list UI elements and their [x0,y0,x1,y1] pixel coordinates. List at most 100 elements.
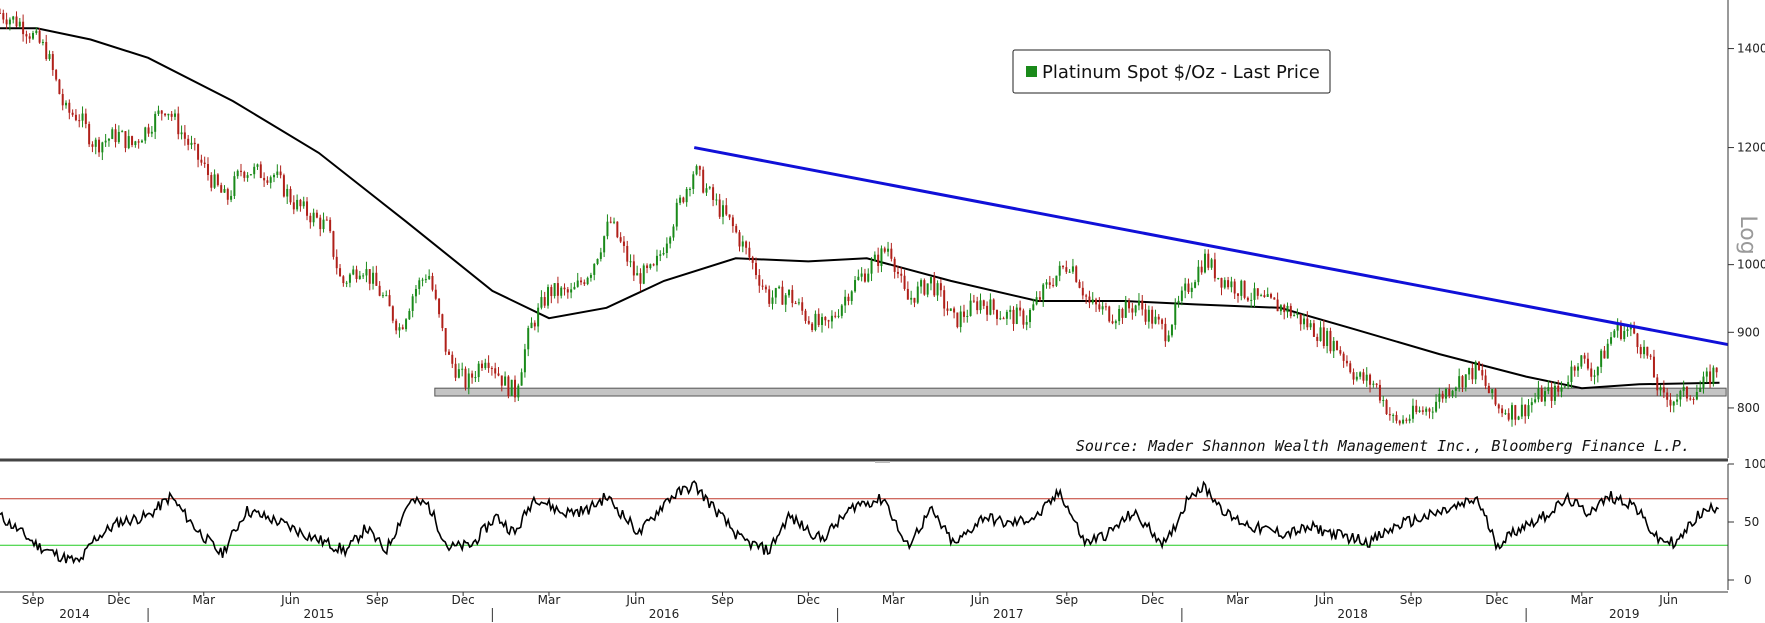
candle-body [1669,399,1672,406]
candle-body [1626,329,1629,331]
candle-body [1303,318,1306,325]
candle-body [1203,253,1206,273]
candle-body [870,260,873,274]
candle-body [1243,280,1246,298]
candle-body [573,286,576,290]
candle-body [259,164,262,178]
candle-body [388,295,391,307]
candle-body [490,368,493,370]
candle-body [1042,284,1045,300]
candle-body [45,41,48,60]
candle-body [533,322,536,327]
candle-body [467,373,470,388]
candle-body [1428,408,1431,412]
candle-body [840,305,843,316]
candle-body [309,215,312,223]
candle-body [1022,310,1025,325]
candle-body [1639,347,1642,355]
candle-body [408,310,411,320]
candle-body [1441,393,1444,399]
rsi-tick-label: 50 [1744,515,1759,529]
candle-body [1596,366,1599,376]
candle-body [167,113,170,116]
candle-body [190,142,193,145]
candle-body [1270,294,1273,298]
candle-body [1009,309,1012,312]
candle-body [421,279,424,281]
candle-body [814,313,817,331]
candle-body [606,221,609,237]
candle-body [1342,353,1345,361]
candle-body [781,286,784,305]
candle-body [484,362,487,369]
year-label: 2014 [59,607,90,621]
candle-body [821,317,824,325]
candle-body [137,141,140,143]
candle-body [1256,288,1259,296]
candle-body [273,174,276,178]
year-label: 2018 [1337,607,1368,621]
candle-body [748,247,751,258]
candle-body [0,12,1,14]
candle-body [263,177,266,181]
candle-body [553,283,556,297]
candle-body [1085,295,1088,297]
candle-body [1279,305,1282,312]
candle-body [1157,316,1160,320]
month-label: Jun [280,593,300,607]
candle-body [474,377,477,379]
candle-body [1111,321,1114,324]
candle-body [669,237,672,244]
candle-body [632,261,635,276]
candle-body [5,19,8,25]
candle-body [1649,355,1652,357]
candle-body [778,286,781,289]
candle-body [329,219,332,232]
candle-body [708,187,711,189]
candle-body [348,274,351,283]
candle-body [679,197,682,203]
candle-body [447,351,450,355]
candle-body [1177,300,1180,304]
candle-body [1444,389,1447,399]
candle-body [352,269,355,275]
candle-body [1144,309,1147,322]
candle-body [949,308,952,311]
candle-body [976,301,979,311]
candle-body [1497,404,1500,409]
candle-body [906,288,909,300]
candle-body [471,373,474,378]
candle-body [1266,294,1269,297]
candle-body [1210,259,1213,268]
candle-body [1448,389,1451,396]
candle-body [1524,404,1527,417]
candle-body [956,312,959,328]
candle-body [477,363,480,378]
candle-body [276,171,279,175]
candle-body [1375,383,1378,385]
candle-body [210,175,213,188]
candle-body [893,258,896,272]
candle-body [226,189,229,200]
candle-body [804,310,807,321]
candle-body [1550,387,1553,401]
candle-body [1197,266,1200,283]
candle-body [979,300,982,311]
candle-body [698,166,701,170]
candle-body [599,252,602,259]
candle-body [1217,277,1220,279]
candle-body [609,221,612,223]
candle-body [15,16,18,27]
candle-body [1471,368,1474,380]
candle-body [1563,386,1566,388]
candle-body [1484,375,1487,386]
candle-body [18,21,21,27]
candle-body [395,320,398,331]
candle-body [183,132,186,139]
candle-body [1652,356,1655,378]
candle-body [903,275,906,289]
candle-body [685,189,688,203]
candle-body [1263,295,1266,297]
candle-body [1260,295,1263,297]
candle-body [101,142,104,153]
